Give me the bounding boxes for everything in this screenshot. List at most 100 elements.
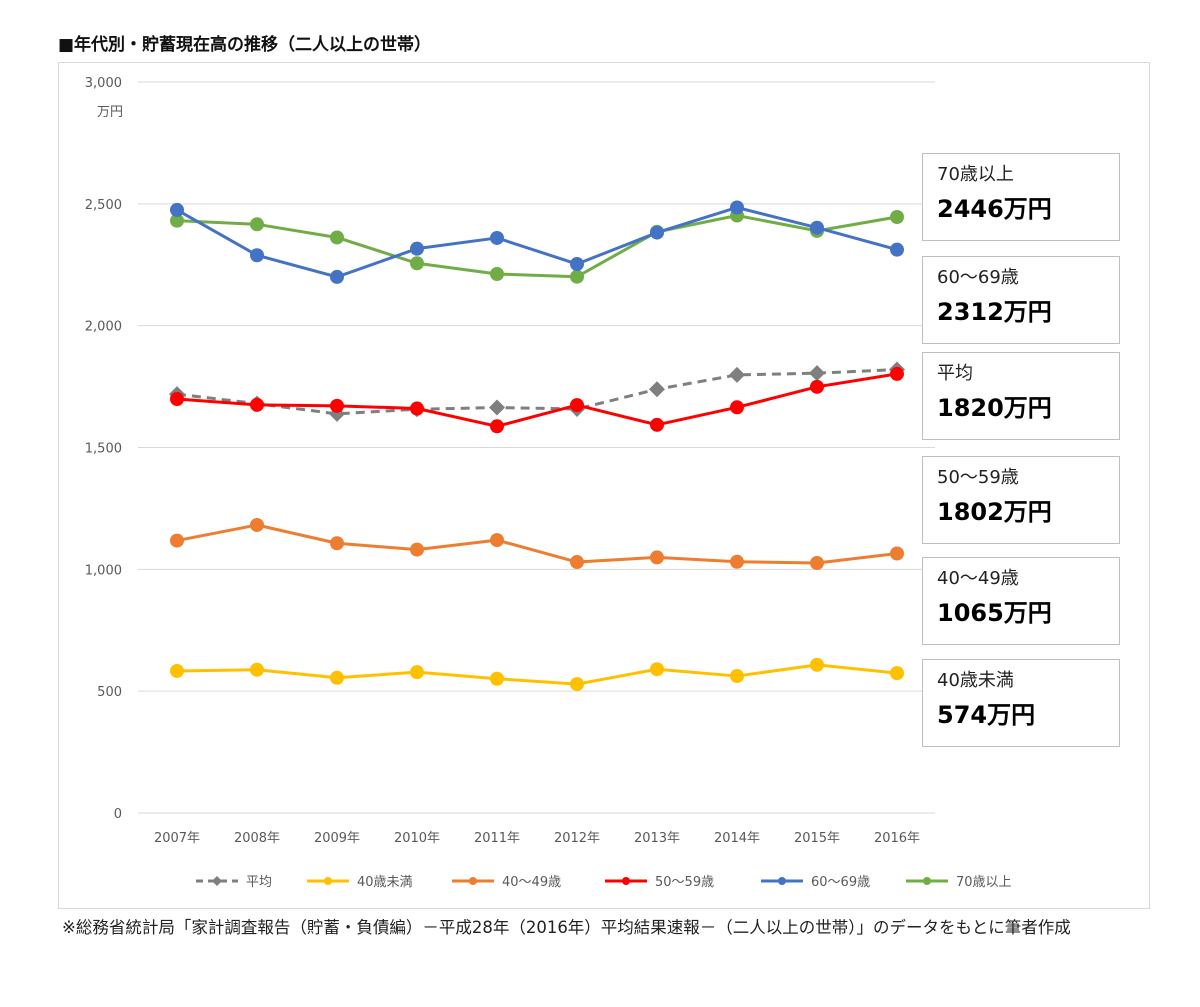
data-point [250,248,264,263]
data-point [730,669,744,684]
x-tick-label: 2016年 [874,831,920,846]
legend-item: 70歳以上 [906,875,1012,890]
y-tick-label: 1,000 [85,563,122,578]
data-point [649,381,665,398]
legend: 平均 40歳未満 40～49歳 50～59歳 60～69歳 70歳以上 [196,875,1012,890]
data-point [570,257,584,272]
callout-label: 40歳未満 [937,670,1014,691]
legend-label: 70歳以上 [956,875,1012,890]
data-point [810,657,824,672]
x-axis-ticks: 2007年 2008年 2009年 2010年 2011年 2012年 2013年 2014年… [154,831,920,846]
series-line [176,205,898,279]
data-point [330,230,344,245]
legend-item: 60～69歳 [761,875,870,890]
data-point [170,392,184,407]
data-point [490,671,504,686]
legend-swatch-marker [469,877,477,885]
data-point [890,666,904,681]
data-point [810,220,824,235]
gridlines [138,81,935,814]
callout-under-40: 40歳未満 574万円 [922,659,1120,747]
series-line [176,523,898,565]
data-point [730,554,744,569]
y-tick-label: 2,500 [85,198,122,213]
data-point [250,217,264,232]
data-point [250,517,264,532]
y-axis-unit: 万円 [97,105,123,120]
y-tick-label: 0 [114,807,122,822]
data-point [250,397,264,412]
data-point [650,225,664,240]
series-50～59歳 [170,366,904,434]
data-point [809,365,825,382]
callout-average: 平均 1820万円 [922,352,1120,440]
series-line [176,214,898,279]
callout-50-59: 50～59歳 1802万円 [922,456,1120,544]
callout-value: 574万円 [937,701,1036,729]
legend-item: 50～59歳 [605,875,714,890]
x-tick-label: 2011年 [474,831,520,846]
legend-label: 平均 [246,875,272,890]
data-point [890,209,904,224]
data-point [170,213,184,228]
series-line [176,663,898,686]
data-point [490,533,504,548]
legend-item: 40～49歳 [452,875,561,890]
data-point [730,400,744,415]
legend-label: 50～59歳 [655,875,714,890]
legend-label: 40～49歳 [502,875,561,890]
callout-label: 60～69歳 [937,267,1019,288]
series-lines [169,200,905,692]
callout-value: 2446万円 [937,195,1052,223]
data-point [170,663,184,678]
y-tick-label: 500 [97,685,122,700]
y-tick-label: 3,000 [85,76,122,91]
legend-swatch-marker [212,876,222,886]
callout-label: 40～49歳 [937,568,1019,589]
series-40～49歳 [170,517,904,570]
series-70歳以上 [170,208,904,284]
data-point [330,269,344,284]
data-point [570,398,584,413]
legend-swatch-marker [324,877,332,885]
legend-swatch-marker [923,877,931,885]
callout-value: 2312万円 [937,298,1052,326]
series-40歳未満 [170,657,904,692]
data-point [490,230,504,245]
source-note: ※総務省統計局「家計調査報告（貯蓄・負債編）－平成28年（2016年）平均結果速… [62,918,1071,937]
legend-swatch-marker [622,877,630,885]
x-tick-label: 2007年 [154,831,200,846]
data-point [410,665,424,680]
series-line [176,368,898,416]
data-point [729,366,745,383]
legend-item: 40歳未満 [307,875,413,890]
callout-60-69: 60～69歳 2312万円 [922,256,1120,344]
callout-label: 70歳以上 [937,164,1014,185]
data-point [410,542,424,557]
data-point [489,399,505,416]
y-axis-ticks: 3,000 2,500 2,000 1,500 1,000 500 0 [85,76,122,822]
series-line [176,372,898,428]
data-point [250,662,264,677]
callout-value: 1820万円 [937,394,1052,422]
data-point [650,550,664,565]
data-point [410,241,424,256]
legend-swatch-marker [778,877,786,885]
x-tick-label: 2013年 [634,831,680,846]
callout-label: 平均 [937,363,973,384]
series-60～69歳 [170,200,904,284]
x-tick-label: 2010年 [394,831,440,846]
data-point [810,555,824,570]
y-tick-label: 1,500 [85,442,122,457]
data-point [330,536,344,551]
legend-label: 40歳未満 [357,875,413,890]
callout-value: 1802万円 [937,498,1052,526]
data-point [570,677,584,692]
data-point [730,200,744,215]
x-tick-label: 2014年 [714,831,760,846]
data-point [810,379,824,394]
data-point [650,662,664,677]
callout-70-plus: 70歳以上 2446万円 [922,153,1120,241]
data-point [890,546,904,561]
